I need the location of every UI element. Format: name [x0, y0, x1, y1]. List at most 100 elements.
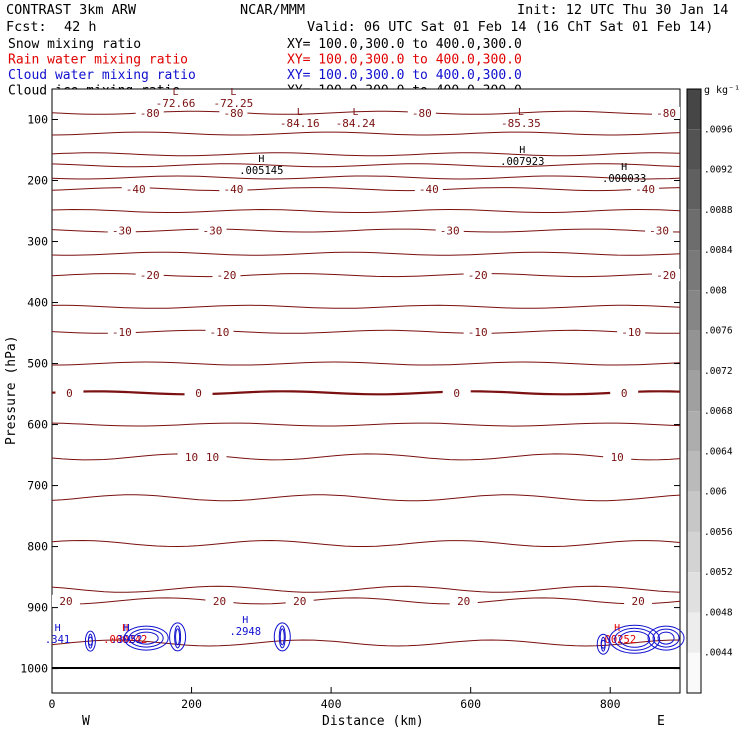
- colorbar-segment: [687, 209, 701, 251]
- isotherm-label-bg: [442, 386, 471, 399]
- high-marker-letter: H: [621, 162, 627, 173]
- colorbar: .0096 .0092 .0088 .0084 .008 .0076 .0072 .0068.…: [686, 88, 733, 694]
- colorbar-frame: [686, 88, 702, 694]
- high-marker-letter: H: [614, 623, 620, 634]
- isotherm-label: -30: [112, 225, 132, 238]
- isotherm-line: [51, 152, 681, 157]
- cloud-water-contour: [657, 631, 675, 645]
- field-name: Cloud water mixing ratio: [8, 68, 196, 83]
- cloud-water-contour: [273, 622, 291, 652]
- cloud-water-contour: [614, 627, 656, 651]
- cloud-water-contour: [278, 625, 286, 649]
- isotherm-label-bg: [198, 450, 227, 463]
- isotherm-line: [51, 390, 681, 396]
- colorbar-tick-label: .0076: [704, 326, 733, 337]
- field-xy-range: XY= 100.0,300.0 to 400.0,300.0: [287, 68, 522, 83]
- colorbar-segment: [687, 250, 701, 291]
- plot-frame: [51, 88, 681, 694]
- colorbar-segment: [687, 290, 701, 331]
- isotherm-label-bg: [435, 224, 464, 237]
- cloud-water-contour: [596, 633, 610, 655]
- isotherm-label-bg: [219, 183, 248, 196]
- field-xy-range: XY= 100.0,300.0 to 400.0,300.0: [287, 37, 522, 52]
- x-axis-label: Distance (km): [322, 714, 424, 729]
- isotherm-label-bg: [107, 224, 136, 237]
- low-marker-letter: L: [172, 87, 178, 98]
- isotherm-line: [51, 251, 681, 256]
- cloud-water-contour: [87, 636, 93, 646]
- low-marker-value: -84.24: [336, 117, 376, 130]
- isotherm-line: [51, 539, 681, 548]
- colorbar-tick-label: .0092: [704, 165, 733, 176]
- isotherm-label: -20: [217, 269, 237, 282]
- isotherm-label-bg: [407, 106, 436, 119]
- cloud-water-contour: [647, 625, 685, 651]
- y-tick-label: 900: [27, 601, 48, 615]
- y-tick-label: 100: [27, 113, 48, 127]
- isotherm-line: [51, 131, 681, 136]
- isotherm-label-bg: [135, 269, 164, 282]
- x-axis-west-label: W: [82, 714, 90, 729]
- isotherm-label: 20: [293, 595, 306, 608]
- low-marker-letter: L: [297, 107, 303, 118]
- isotherm-label-bg: [121, 183, 150, 196]
- isotherm-label-bg: [198, 224, 227, 237]
- isotherm-label: -40: [635, 183, 655, 196]
- colorbar-tick-label: .0044: [704, 648, 733, 659]
- colorbar-tick-label: .0064: [704, 446, 733, 457]
- y-tick-label: 800: [27, 540, 48, 554]
- low-marker-letter: L: [518, 107, 524, 118]
- colorbar-segment: [687, 370, 701, 412]
- isotherm-label: -10: [621, 326, 641, 339]
- isotherm-label-bg: [107, 325, 136, 338]
- extrema-markers: L-72.66L-72.25L-84.16L-84.24L-85.35H.005…: [45, 87, 646, 646]
- colorbar-segment: [687, 531, 701, 573]
- cloud-water-contour: [169, 622, 187, 652]
- isotherm-label: 20: [59, 595, 72, 608]
- temperature-contours: -80 -80 -80 -80 -40 -40 -40 -40 -30 -30 -30 -30 -20 -…: [51, 106, 681, 647]
- isotherm-label: -80: [223, 107, 243, 120]
- isotherm-label: 0: [453, 387, 460, 400]
- high-marker-value: .2948: [229, 626, 261, 638]
- cloud-water-contour: [174, 625, 182, 649]
- isotherm-label-bg: [285, 594, 314, 607]
- isotherm-label-bg: [463, 269, 492, 282]
- isotherm-line: [51, 639, 681, 647]
- isotherm-label-bg: [652, 269, 681, 282]
- colorbar-segment: [687, 330, 701, 371]
- isotherm-label-bg: [463, 325, 492, 338]
- isotherm-label: -40: [419, 183, 439, 196]
- low-marker-value: -84.16: [280, 117, 320, 130]
- x-axis: 0 200 400 600 800: [49, 687, 621, 711]
- high-marker-value: .341: [45, 634, 70, 646]
- high-marker-letter: H: [55, 623, 61, 634]
- isotherm-line: [51, 175, 681, 180]
- isotherm-line: [51, 494, 681, 502]
- low-marker-value: -72.25: [214, 97, 254, 110]
- isotherm-label-bg: [205, 325, 234, 338]
- colorbar-tick-label: .0052: [704, 567, 733, 578]
- isotherm-label: -40: [223, 183, 243, 196]
- high-marker-value: .000033: [602, 173, 646, 185]
- colorbar-segment: [687, 612, 701, 653]
- isotherm-label-bg: [205, 594, 234, 607]
- isotherm-line: [51, 187, 681, 192]
- low-marker-letter: L: [230, 87, 236, 98]
- x-tick-label: 0: [49, 697, 56, 711]
- cloud-water-contour: [619, 630, 651, 648]
- colorbar-segment: [687, 572, 701, 613]
- isotherm-label: -30: [203, 225, 223, 238]
- cloud-water-contour: [175, 628, 181, 646]
- forecast-hour-value: 42 h: [64, 19, 97, 35]
- colorbar-tick-label: .006: [704, 487, 727, 498]
- isotherm-label: -10: [468, 326, 488, 339]
- isotherm-label-bg: [51, 594, 80, 607]
- cloud-water-contour: [123, 625, 169, 651]
- colorbar-segment: [687, 411, 701, 452]
- colorbar-tick-label: .008: [704, 285, 727, 296]
- cloud-water-contour: [652, 628, 680, 648]
- high-marker-letter: H: [519, 145, 525, 156]
- y-tick-label: 400: [27, 296, 48, 310]
- high-marker-value: .005145: [239, 165, 283, 177]
